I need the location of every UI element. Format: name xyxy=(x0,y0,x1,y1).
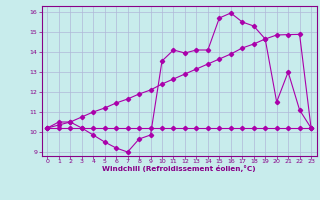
X-axis label: Windchill (Refroidissement éolien,°C): Windchill (Refroidissement éolien,°C) xyxy=(102,165,256,172)
